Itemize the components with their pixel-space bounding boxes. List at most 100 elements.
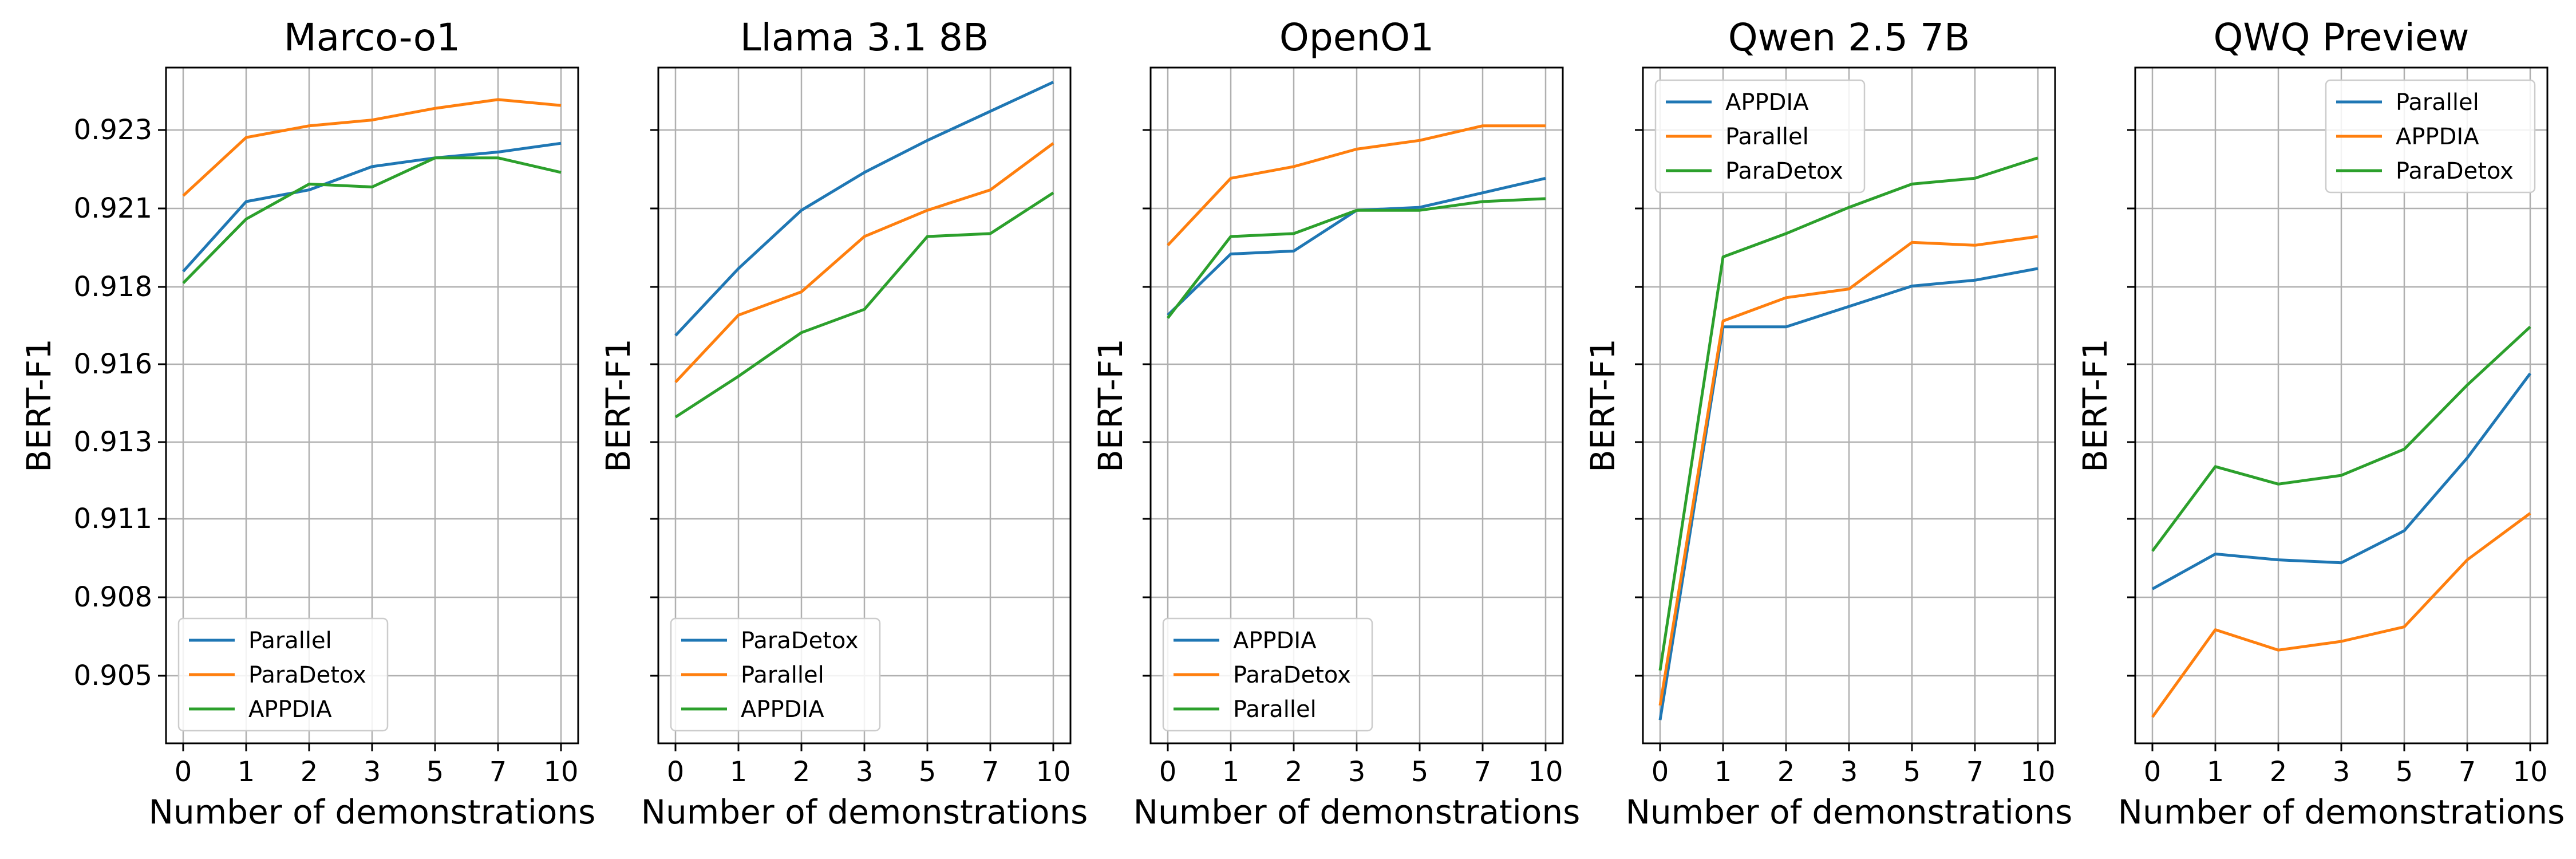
series-line-parallel [2151,372,2532,590]
legend: APPDIA Parallel ParaDetox [1654,79,1866,194]
series-line-paradetox [182,98,562,197]
x-tick-label: 3 [2333,756,2350,788]
legend-label: Parallel [741,662,824,688]
legend: ParaDetox Parallel APPDIA [670,617,881,732]
x-axis-label: Number of demonstrations [149,793,596,832]
legend-label: ParaDetox [248,662,366,688]
x-tick-label: 7 [982,756,999,788]
y-tick-label: 0.905 [74,660,152,692]
legend-label: Parallel [1725,124,1809,150]
x-tick-label: 3 [1840,756,1858,788]
chart-title: Marco-o1 [284,15,460,60]
subplot-2: 0 1 2 3 5 7 10 Llama 3.1 8B Number of demonstrat… [599,15,1088,832]
x-tick-label: 7 [489,756,507,788]
series-line-parallel [1167,197,1546,319]
y-axis-label: BERT-F1 [599,338,638,472]
legend-box [1654,79,1866,194]
y-axis-label: BERT-F1 [2076,338,2115,472]
subplot-3: 0 1 2 3 5 7 10 OpenO1 Number of demonstrations BE… [1091,15,1580,832]
x-axis-label: Number of demonstrations [1626,793,2073,832]
x-tick-label: 7 [1966,756,1984,788]
x-tick-label: 10 [1036,756,1070,788]
y-tick-label: 0.908 [74,581,152,613]
subplot-4: 0 1 2 3 5 7 10 Qwen 2.5 7B Number of demonstrati… [1583,15,2072,832]
subplot-5: 0 1 2 3 5 7 10 QWQ Preview Number of demonstrati… [2076,15,2565,832]
legend-label: APPDIA [2396,124,2479,150]
series-line-parallel [182,141,562,273]
series-line-appdia [2151,512,2531,718]
y-tick-label: 0.911 [74,503,152,535]
legend-box [177,617,389,732]
y-tick-label: 0.923 [74,114,152,146]
series-line-parallel [674,142,1054,384]
series-line-paradetox [1658,156,2038,671]
legend-box [1162,617,1373,732]
series-line-appdia [674,191,1054,419]
x-tick-label: 2 [2270,756,2287,788]
legend-label: APPDIA [741,696,824,723]
x-tick-label: 0 [667,756,685,788]
chart-title: OpenO1 [1279,15,1434,60]
y-tick-label: 0.918 [74,271,152,303]
chart-title: Llama 3.1 8B [740,15,989,60]
legend-label: APPDIA [1725,89,1809,116]
legend: Parallel ParaDetox APPDIA [177,617,389,732]
series-line-paradetox [2151,325,2531,552]
x-tick-label: 10 [543,756,578,788]
y-tick-label: 0.921 [74,192,152,224]
x-tick-label: 0 [1159,756,1177,788]
series-line-parallel [1658,235,2038,706]
legend-label: ParaDetox [2396,158,2514,184]
legend-label: Parallel [2396,89,2479,116]
x-tick-label: 2 [1777,756,1795,788]
x-axis-label: Number of demonstrations [2118,793,2565,832]
y-axis-label: BERT-F1 [1091,338,1130,472]
x-axis-label: Number of demonstrations [1133,793,1581,832]
y-tick-label: 0.916 [74,348,152,380]
x-axis-label: Number of demonstrations [641,793,1088,832]
x-tick-label: 2 [1285,756,1303,788]
x-tick-label: 0 [175,756,192,788]
chart-title: Qwen 2.5 7B [1728,15,1970,60]
legend: Parallel APPDIA ParaDetox [2325,79,2536,194]
x-tick-label: 0 [2144,756,2162,788]
chart-title: QWQ Preview [2213,15,2469,60]
x-tick-label: 7 [2459,756,2476,788]
x-tick-label: 1 [1714,756,1732,788]
grid [1151,68,1563,743]
y-axis-label: BERT-F1 [19,338,58,472]
legend-label: Parallel [1233,696,1317,723]
x-tick-label: 1 [238,756,255,788]
legend-label: APPDIA [248,696,332,723]
x-tick-label: 5 [919,756,937,788]
series-line-paradetox [1167,124,1546,247]
x-tick-label: 2 [793,756,811,788]
legend-label: ParaDetox [741,628,859,654]
x-tick-label: 5 [1903,756,1921,788]
subplot-1: 0.905 0.908 0.911 0.913 0.916 0.918 0.921 0.923… [19,15,595,832]
x-tick-label: 5 [2396,756,2413,788]
legend: APPDIA ParaDetox Parallel [1162,617,1373,732]
legend-label: Parallel [248,628,332,654]
legend-label: ParaDetox [1725,158,1843,184]
x-tick-label: 10 [2512,756,2547,788]
x-tick-label: 10 [1528,756,1563,788]
x-tick-label: 1 [1222,756,1240,788]
legend-box [670,617,881,732]
x-tick-label: 5 [1411,756,1429,788]
series-line-paradetox [674,81,1054,337]
x-tick-label: 3 [1348,756,1366,788]
x-tick-label: 10 [2020,756,2055,788]
x-tick-label: 7 [1474,756,1492,788]
legend-label: APPDIA [1233,628,1317,654]
x-tick-label: 1 [730,756,748,788]
y-tick-label: 0.913 [74,426,152,458]
x-tick-label: 3 [364,756,381,788]
x-tick-label: 0 [1652,756,1669,788]
x-tick-label: 1 [2207,756,2225,788]
legend-label: ParaDetox [1233,662,1351,688]
x-tick-label: 5 [426,756,444,788]
series-line-appdia [182,156,562,285]
x-tick-label: 3 [856,756,874,788]
